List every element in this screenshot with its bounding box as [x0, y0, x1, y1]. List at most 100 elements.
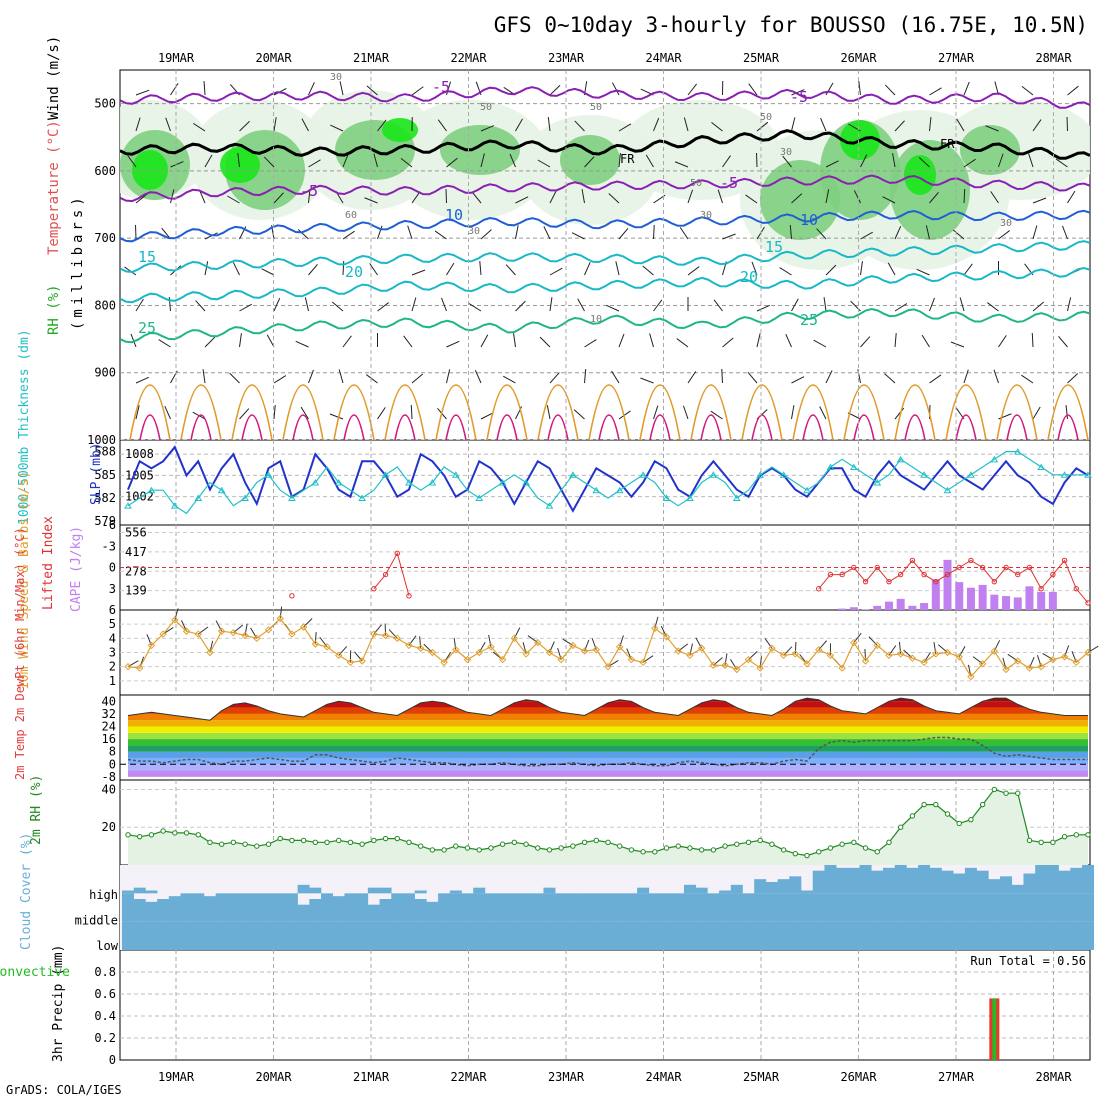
wind-barb [998, 153, 1004, 168]
rh-point [886, 839, 892, 846]
li-point [944, 571, 951, 578]
rh-point [862, 845, 869, 851]
wind-speed-point [534, 638, 542, 647]
rh-point [195, 832, 201, 838]
cloud-cover-bar-low [367, 921, 380, 950]
cloud-cover-bar-high [145, 890, 158, 894]
rh-point [851, 839, 857, 846]
thickness-point [615, 486, 624, 494]
wind-barb [816, 228, 827, 240]
pressure-tick: 1000 [87, 433, 116, 447]
cloud-cover-bar-high [906, 867, 919, 894]
cloud-cover-bar-middle [203, 896, 216, 922]
li-ylabel: Lifted Index [41, 516, 56, 610]
cloud-cover-bar-high [297, 884, 310, 894]
li-point [1015, 571, 1021, 578]
hot-layer-contour [996, 384, 1038, 440]
cape-bar [1002, 596, 1011, 610]
isotherm-label: 15 [765, 238, 783, 256]
temp-band [128, 764, 1088, 771]
rh-shading [560, 135, 620, 185]
rh-point [336, 837, 342, 844]
cloud-cover-bar-high [871, 870, 884, 894]
rh-point [359, 841, 365, 847]
wind-barb [813, 339, 827, 348]
wind-barb [756, 121, 769, 132]
wind-barb [820, 117, 827, 132]
thickness-point [826, 463, 835, 471]
chart-title: GFS 0~10day 3-hourly for BOUSSO (16.75E,… [494, 13, 1088, 37]
wind-speed-point [955, 653, 963, 661]
cloud-cover-bar-middle [859, 893, 872, 922]
cloud-cover-bar-low [438, 921, 451, 950]
date-label-bottom: 27MAR [938, 1070, 975, 1084]
cloud-cover-bar-low [754, 921, 767, 950]
wind-barb [308, 82, 315, 96]
temp-band [128, 770, 1088, 777]
wind-barb [513, 333, 516, 348]
wind-barb [503, 375, 516, 384]
wind-barb [135, 298, 144, 312]
date-label-bottom: 20MAR [255, 1070, 292, 1084]
wind-barb [618, 153, 621, 168]
rh-shading [960, 125, 1020, 175]
wind-barb [135, 193, 148, 204]
cloud-ylabel: Cloud Cover (%) [19, 833, 34, 950]
wind-barb [717, 189, 723, 204]
hot-core-contour [292, 414, 314, 440]
wind-speed-point [838, 664, 846, 672]
wind-barb [791, 89, 805, 96]
wind-speed-point [1025, 664, 1034, 672]
wind-speed-point [580, 647, 589, 655]
slp-tick: 1008 [125, 447, 154, 461]
cloud-cover-bar-low [1082, 921, 1094, 950]
cloud-cover-bar-middle [227, 893, 240, 922]
wind-barb [330, 124, 344, 132]
cloud-cover-bar-middle [953, 893, 966, 922]
precip-tick: 0.8 [94, 965, 116, 979]
li-point [909, 557, 916, 564]
wind-barb [998, 230, 1010, 240]
cape-tick: 556 [125, 526, 147, 540]
wind-barb [894, 407, 905, 420]
date-label-top: 24MAR [645, 51, 682, 65]
wind-barb [411, 191, 421, 204]
cloud-cover-bar-low [262, 921, 275, 950]
wind-barb [584, 369, 587, 384]
dewpoint-line [127, 736, 1088, 767]
li-tick: 3 [109, 582, 116, 596]
thickness-point [170, 502, 179, 509]
wind-barb [571, 232, 585, 240]
wind-barb [884, 373, 896, 384]
rh-point [839, 841, 845, 847]
cloud-cover-bar-low [719, 921, 732, 950]
rh-point [300, 837, 307, 844]
hot-layer-contour [435, 384, 477, 440]
wind-barb [825, 370, 833, 384]
cloud-cover-bar-high [730, 884, 743, 894]
thickness-tick: 582 [94, 491, 116, 505]
cloud-cover-bar-middle [122, 893, 134, 922]
wind-speed-point [861, 657, 870, 665]
temp-tick: -8 [102, 770, 116, 784]
cloud-cover-bar-low [648, 921, 661, 950]
wind-barb [1067, 297, 1072, 312]
rh-point [535, 845, 541, 851]
wind-barb [825, 160, 839, 168]
cloud-cover-bar-low [976, 921, 989, 950]
wind-speed-line [127, 617, 1089, 678]
wind-axis-label: 10m Wind Speed & Barbs (m/s) [17, 471, 32, 690]
hot-layer-contour [486, 384, 528, 440]
thickness-point [288, 494, 296, 501]
wind-speed-point [452, 645, 460, 654]
surface-wind-barb [864, 648, 867, 662]
wind-speed-point [522, 650, 530, 658]
cloud-cover-bar-high [637, 887, 650, 894]
wind-speed-point [1037, 662, 1045, 671]
hot-core-contour [343, 414, 365, 440]
wind-speed-point [498, 655, 507, 664]
wind-barb [308, 263, 318, 276]
wind-barb [237, 153, 240, 168]
isotherm-FR [120, 129, 1090, 160]
wind-barb [748, 83, 758, 96]
